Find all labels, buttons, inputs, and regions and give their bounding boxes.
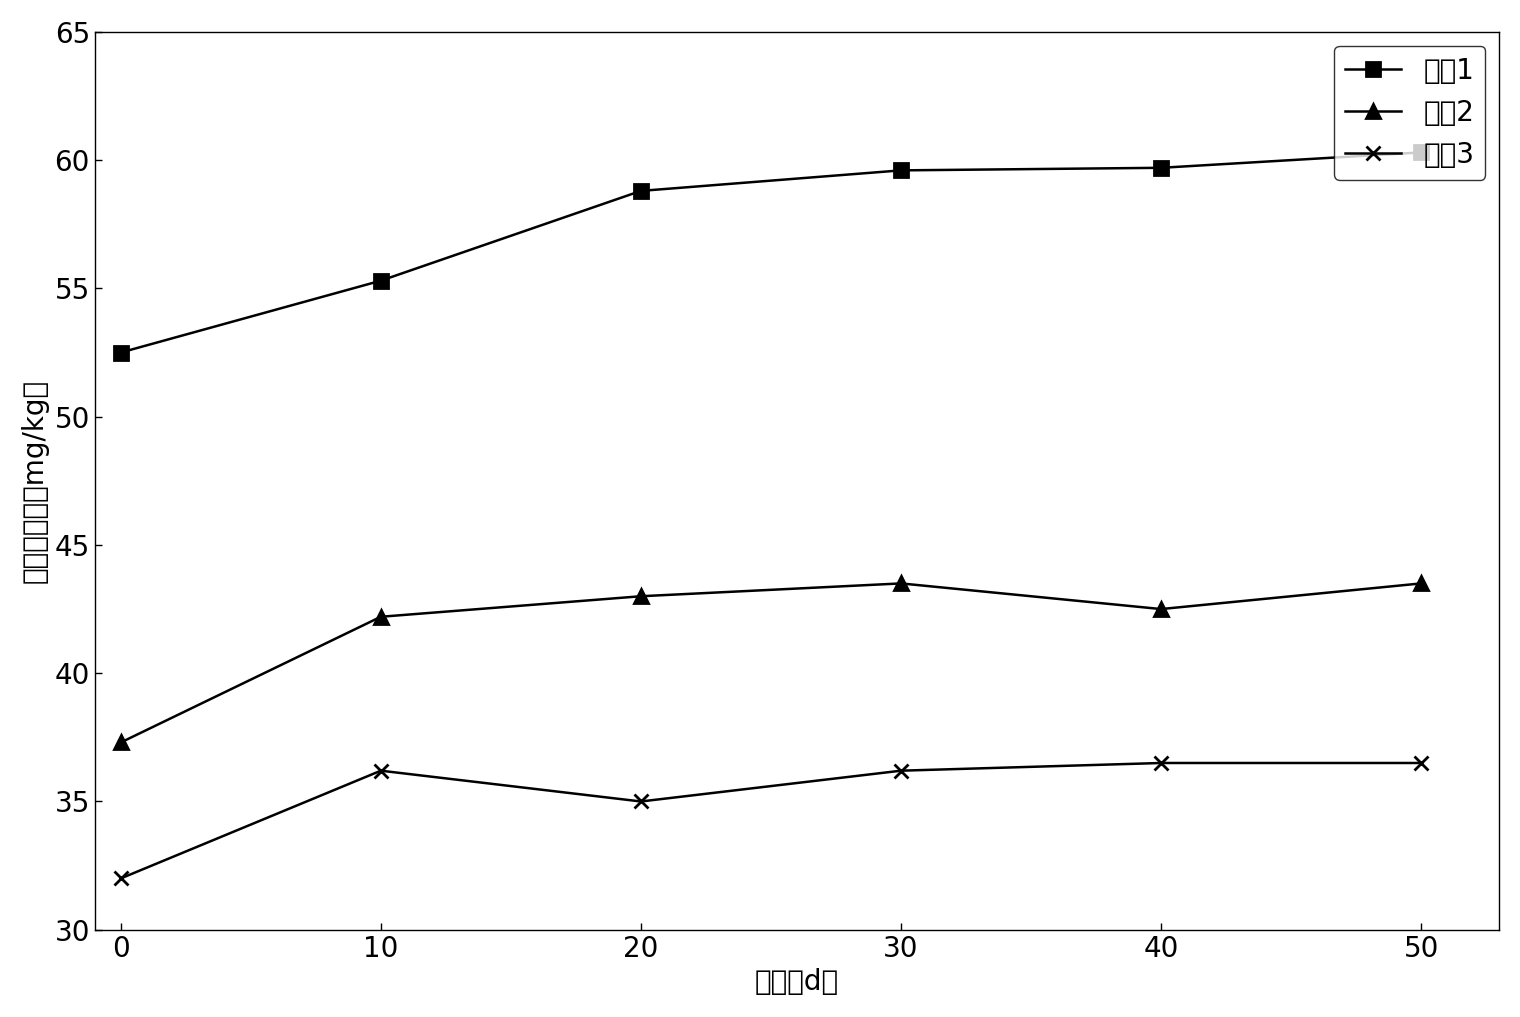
处畱3 [892,765,910,777]
Y-axis label: 铵态氮含量（mg/kg）: 铵态氮含量（mg/kg） [21,378,49,583]
X-axis label: 时间（d）: 时间（d） [755,968,839,997]
处畱1 [1152,162,1170,174]
Line: 处畱3: 处畱3 [114,756,1429,886]
Line: 处畱1: 处畱1 [114,145,1429,359]
处畱2 [111,736,129,749]
处畱1 [1412,146,1430,159]
处畱2 [1152,603,1170,615]
处畱2 [632,590,651,602]
处畱2 [1412,578,1430,590]
处畱3 [372,765,391,777]
处畱1 [111,347,129,359]
处畱3 [1152,757,1170,769]
处畱2 [892,578,910,590]
处畱1 [892,165,910,177]
处畱2 [372,610,391,622]
处畱1 [372,275,391,287]
Line: 处畱2: 处畱2 [114,577,1429,750]
Legend: 处畱1, 处畱2, 处畱3: 处畱1, 处畱2, 处畱3 [1335,46,1485,180]
处畱3 [111,873,129,885]
处畱3 [632,795,651,807]
处畱3 [1412,757,1430,769]
处畱1 [632,185,651,197]
